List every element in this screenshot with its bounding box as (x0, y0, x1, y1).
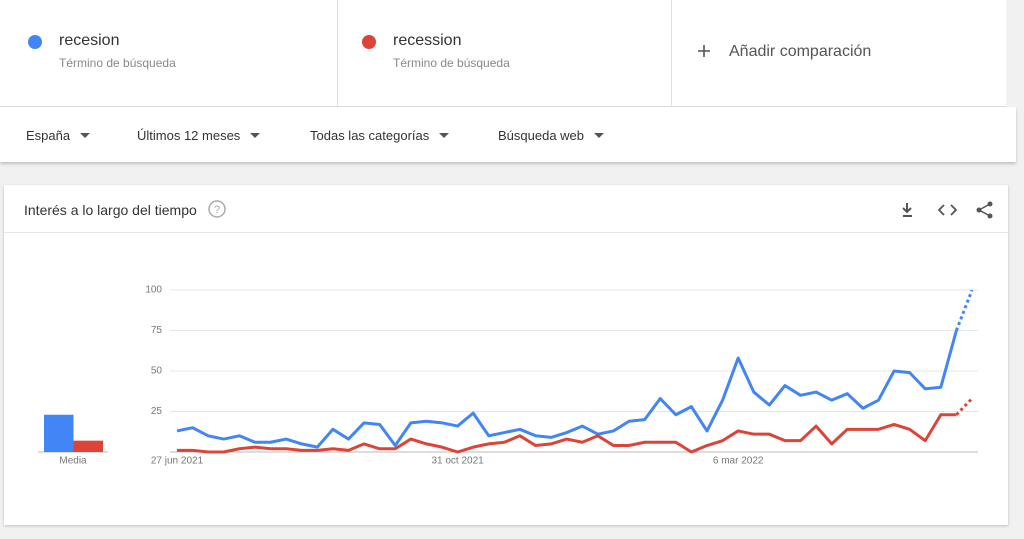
y-tick-label: 75 (151, 325, 163, 336)
x-tick-label: 31 oct 2021 (431, 456, 484, 467)
x-tick-label: 27 jun 2021 (151, 456, 204, 467)
average-label: Media (59, 456, 87, 467)
plus-icon (698, 45, 710, 57)
compare-bar: recesion Término de búsqueda recession T… (0, 0, 1006, 107)
filter-dropdown[interactable]: Búsqueda web (498, 128, 604, 143)
partial-segment (955, 289, 974, 332)
average-bar (73, 440, 103, 452)
divider (4, 232, 1008, 233)
y-tick-label: 25 (151, 406, 163, 417)
term-name: recession (393, 32, 462, 49)
series-line (176, 330, 958, 449)
chart-card: Interés a lo largo del tiempo ? (4, 185, 1008, 525)
filter-bar: España Últimos 12 meses Todas las catego… (0, 107, 1016, 162)
add-comparison[interactable]: Añadir comparación (729, 43, 872, 60)
chart-title: Interés a lo largo del tiempo (24, 202, 197, 218)
partial-segment (955, 397, 974, 416)
term-card[interactable]: recesion Término de búsqueda (4, 0, 338, 106)
filter-dropdown[interactable]: Todas las categorías (310, 128, 449, 143)
series-line (177, 413, 957, 454)
series-dot (28, 35, 42, 49)
term-card[interactable]: recession Término de búsqueda (338, 0, 672, 106)
filter-dropdown[interactable]: España (26, 128, 90, 143)
y-tick-label: 50 (151, 366, 163, 377)
filter-dropdown[interactable]: Últimos 12 meses (137, 128, 260, 143)
svg-text:?: ? (214, 204, 220, 216)
help-icon[interactable]: ? (207, 199, 227, 219)
term-name: recesion (59, 32, 120, 49)
card-actions[interactable] (902, 200, 1002, 220)
average-bar (44, 414, 74, 452)
term-subtitle: Término de búsqueda (59, 56, 176, 70)
series-dot (362, 35, 376, 49)
y-tick-label: 100 (145, 285, 162, 296)
term-subtitle: Término de búsqueda (393, 56, 510, 70)
x-tick-label: 6 mar 2022 (713, 456, 764, 467)
